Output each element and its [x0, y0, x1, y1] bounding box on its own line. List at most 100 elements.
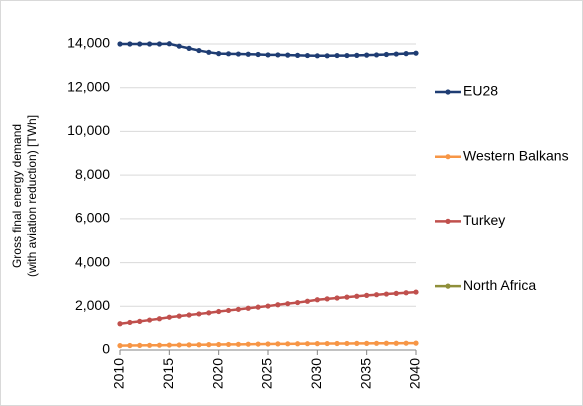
- data-point: [245, 341, 251, 347]
- data-point: [255, 341, 261, 347]
- data-point: [354, 340, 360, 346]
- data-point: [176, 313, 182, 319]
- data-point: [403, 290, 409, 296]
- data-point: [127, 319, 133, 326]
- data-point: [186, 312, 192, 318]
- data-point: [127, 342, 133, 349]
- data-point: [334, 340, 340, 347]
- data-point: [413, 340, 419, 346]
- data-point: [245, 51, 251, 57]
- data-point: [383, 340, 389, 346]
- data-point: [295, 52, 301, 58]
- data-point: [137, 318, 143, 324]
- data-point: [117, 41, 123, 47]
- x-tick-label: 2020: [209, 358, 225, 389]
- data-point: [137, 342, 143, 349]
- data-point: [373, 340, 380, 346]
- x-tick-label: 2010: [111, 358, 127, 389]
- data-point: [216, 308, 222, 315]
- y-tick-label: 4,000: [75, 253, 110, 269]
- data-point: [156, 342, 163, 348]
- data-point: [127, 41, 133, 47]
- data-point: [166, 342, 172, 348]
- data-point: [196, 342, 202, 348]
- data-point: [285, 341, 291, 347]
- data-point: [147, 342, 153, 348]
- legend-label: North Africa: [463, 277, 536, 293]
- data-point: [324, 340, 330, 347]
- data-point: [196, 47, 202, 54]
- data-point: [166, 41, 172, 47]
- legend-label: Turkey: [463, 212, 505, 228]
- legend-marker: [445, 89, 451, 95]
- data-point: [304, 52, 311, 59]
- data-point: [314, 341, 320, 347]
- data-point: [255, 304, 261, 310]
- y-tick-label: 14,000: [67, 35, 110, 51]
- data-point: [245, 305, 251, 311]
- data-point: [225, 307, 232, 314]
- data-point: [186, 342, 192, 348]
- data-point: [413, 289, 419, 295]
- data-point: [334, 52, 340, 59]
- data-point: [235, 51, 241, 57]
- data-point: [176, 43, 182, 49]
- y-tick-label: 10,000: [67, 122, 110, 138]
- data-point: [344, 52, 350, 59]
- data-point: [156, 41, 163, 47]
- data-point: [196, 311, 202, 317]
- data-point: [275, 52, 281, 58]
- y-tick-label: 2,000: [75, 297, 110, 313]
- data-point: [186, 45, 192, 51]
- data-point: [344, 340, 350, 347]
- data-point: [235, 306, 241, 312]
- data-point: [393, 290, 399, 296]
- data-point: [206, 49, 212, 55]
- y-axis-title-line: (with aviation reduction) [TWh]: [25, 115, 39, 277]
- data-point: [137, 41, 143, 47]
- y-axis-title: Gross final energy demand (with aviation…: [10, 115, 39, 277]
- data-point: [304, 341, 311, 347]
- data-point: [314, 297, 320, 303]
- data-point: [324, 53, 330, 59]
- data-point: [403, 51, 409, 57]
- data-point: [265, 303, 271, 309]
- data-point: [373, 52, 380, 58]
- data-point: [354, 293, 360, 299]
- data-point: [393, 340, 399, 346]
- legend-marker: [445, 283, 451, 289]
- data-point: [275, 341, 281, 347]
- data-point: [206, 310, 212, 316]
- data-point: [176, 342, 182, 348]
- legend-marker: [445, 218, 451, 224]
- data-point: [147, 41, 153, 47]
- data-point: [304, 298, 311, 304]
- data-point: [393, 51, 399, 57]
- data-point: [235, 341, 241, 347]
- x-tick-label: 2025: [259, 358, 275, 389]
- data-point: [364, 52, 370, 58]
- data-point: [403, 340, 409, 346]
- y-tick-label: 8,000: [75, 166, 110, 182]
- data-point: [334, 295, 340, 301]
- data-point: [324, 296, 330, 302]
- data-point: [383, 291, 389, 297]
- y-tick-label: 6,000: [75, 210, 110, 226]
- data-point: [147, 317, 153, 323]
- data-point: [383, 51, 389, 58]
- x-tick-label: 2030: [308, 358, 324, 389]
- data-point: [117, 321, 123, 327]
- data-point: [373, 292, 380, 298]
- data-point: [216, 341, 222, 348]
- data-point: [255, 51, 261, 58]
- legend-marker: [445, 154, 451, 160]
- data-point: [364, 340, 370, 346]
- data-point: [117, 343, 123, 349]
- data-point: [285, 52, 291, 58]
- y-tick-label: 12,000: [67, 78, 110, 94]
- data-point: [275, 302, 281, 308]
- data-point: [295, 341, 301, 347]
- data-point: [285, 301, 291, 307]
